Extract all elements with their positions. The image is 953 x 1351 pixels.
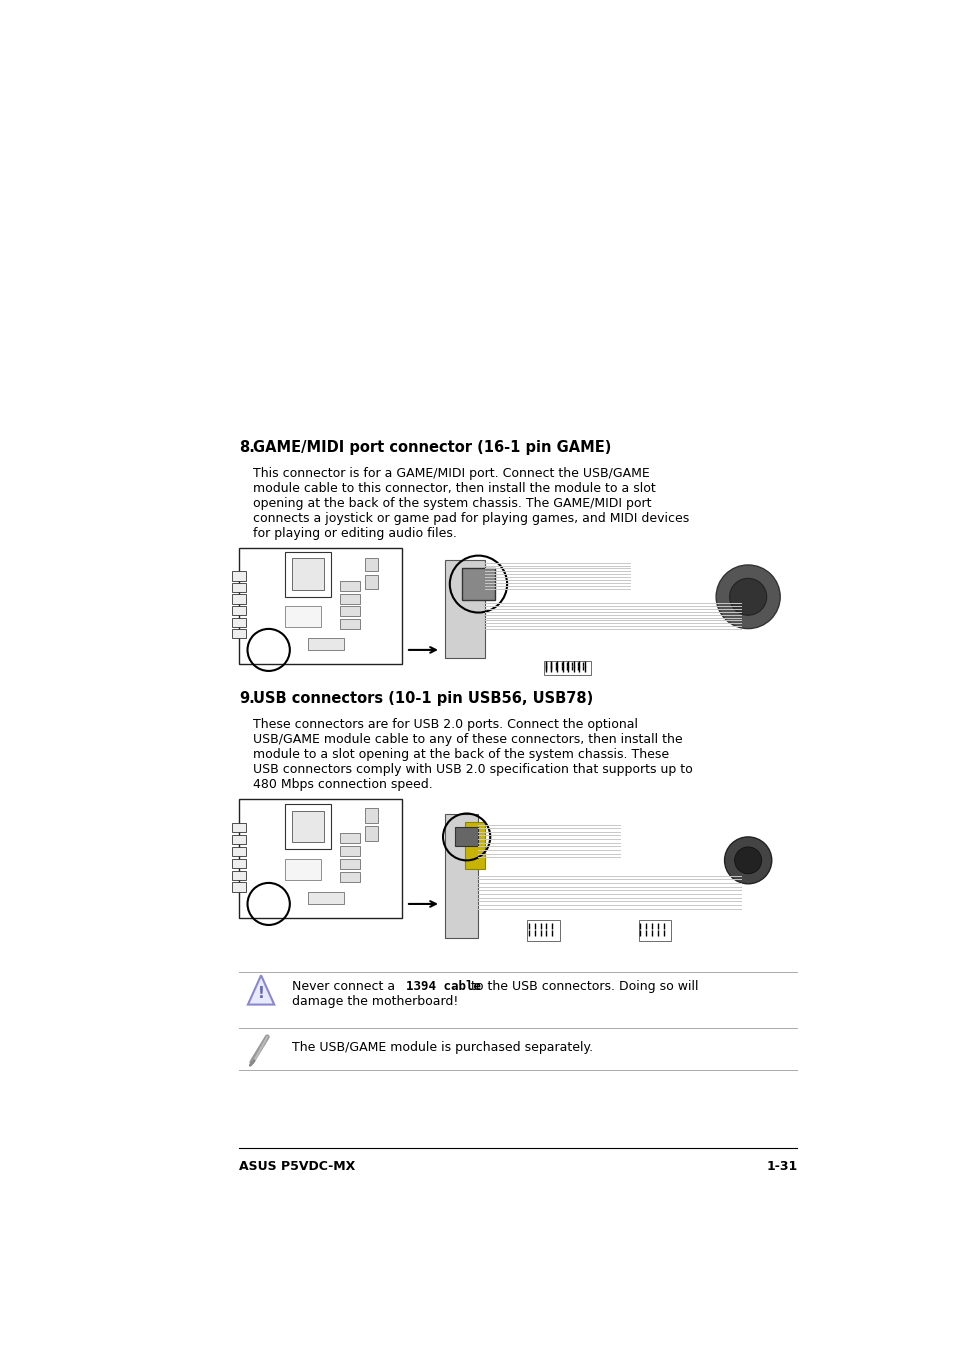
Text: ASUS P5VDC-MX: ASUS P5VDC-MX — [239, 1161, 355, 1173]
Bar — [233, 882, 246, 892]
Bar — [233, 571, 246, 581]
Circle shape — [734, 847, 760, 874]
Bar — [444, 559, 485, 658]
Bar — [308, 639, 343, 650]
Text: module cable to this connector, then install the module to a slot: module cable to this connector, then ins… — [253, 482, 655, 494]
Text: 8.: 8. — [239, 440, 255, 455]
Bar — [233, 870, 246, 880]
Text: Never connect a: Never connect a — [292, 979, 398, 993]
Bar — [340, 619, 359, 630]
Bar — [308, 892, 343, 904]
Bar — [639, 920, 671, 942]
Bar — [464, 823, 485, 869]
Circle shape — [716, 565, 780, 628]
Text: connects a joystick or game pad for playing games, and MIDI devices: connects a joystick or game pad for play… — [253, 512, 688, 526]
Bar — [292, 558, 323, 590]
Bar — [340, 593, 359, 604]
Bar — [233, 617, 246, 627]
Text: 9.: 9. — [239, 690, 254, 705]
Bar — [340, 846, 359, 857]
Text: USB connectors (10-1 pin USB56, USB78): USB connectors (10-1 pin USB56, USB78) — [253, 690, 592, 705]
Bar — [340, 832, 359, 843]
Bar — [233, 847, 246, 857]
Bar — [544, 661, 590, 674]
Bar — [364, 574, 377, 589]
Bar — [340, 871, 359, 882]
Circle shape — [724, 836, 771, 884]
Text: for playing or editing audio files.: for playing or editing audio files. — [253, 527, 456, 540]
Bar — [527, 920, 559, 942]
Text: 1-31: 1-31 — [765, 1161, 797, 1173]
Text: to the USB connectors. Doing so will: to the USB connectors. Doing so will — [466, 979, 698, 993]
Bar — [340, 581, 359, 590]
Text: 1394 cable: 1394 cable — [406, 979, 480, 993]
Bar — [233, 835, 246, 844]
Text: damage the motherboard!: damage the motherboard! — [292, 994, 458, 1008]
Bar — [285, 804, 330, 848]
Text: !: ! — [257, 986, 264, 1001]
Text: This connector is for a GAME/MIDI port. Connect the USB/GAME: This connector is for a GAME/MIDI port. … — [253, 467, 649, 480]
Text: GAME/MIDI port connector (16-1 pin GAME): GAME/MIDI port connector (16-1 pin GAME) — [253, 440, 610, 455]
Text: USB/GAME module cable to any of these connectors, then install the: USB/GAME module cable to any of these co… — [253, 732, 681, 746]
Bar — [285, 607, 320, 627]
Bar — [364, 558, 377, 571]
Circle shape — [729, 578, 766, 615]
Bar — [340, 607, 359, 616]
Bar — [233, 594, 246, 604]
Text: These connectors are for USB 2.0 ports. Connect the optional: These connectors are for USB 2.0 ports. … — [253, 717, 637, 731]
Bar — [340, 859, 359, 869]
Bar — [233, 823, 246, 832]
Bar — [455, 827, 478, 846]
Bar — [364, 808, 377, 823]
Bar — [239, 798, 402, 919]
Text: module to a slot opening at the back of the system chassis. These: module to a slot opening at the back of … — [253, 747, 668, 761]
Bar — [233, 859, 246, 869]
Bar — [233, 582, 246, 592]
Bar — [285, 859, 320, 880]
Text: USB connectors comply with USB 2.0 specification that supports up to: USB connectors comply with USB 2.0 speci… — [253, 763, 692, 775]
Bar — [444, 813, 478, 938]
Bar — [233, 630, 246, 639]
Bar — [364, 827, 377, 840]
Bar — [461, 567, 495, 600]
Bar — [285, 551, 330, 597]
Polygon shape — [248, 975, 274, 1005]
Bar — [292, 811, 323, 842]
Text: opening at the back of the system chassis. The GAME/MIDI port: opening at the back of the system chassi… — [253, 497, 650, 511]
Bar — [239, 549, 402, 663]
Text: 480 Mbps connection speed.: 480 Mbps connection speed. — [253, 778, 432, 790]
Text: The USB/GAME module is purchased separately.: The USB/GAME module is purchased separat… — [292, 1040, 593, 1054]
Bar — [233, 607, 246, 615]
